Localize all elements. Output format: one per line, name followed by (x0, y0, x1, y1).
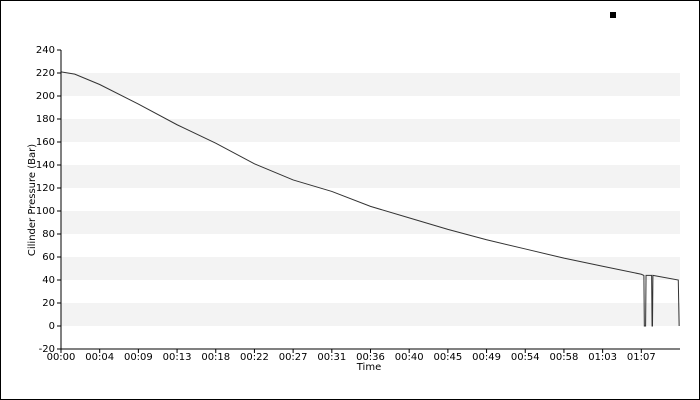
x-tick-label: 00:22 (240, 352, 269, 363)
y-tick-label: 180 (36, 114, 55, 125)
plot (60, 71, 680, 327)
y-tick-label: 160 (36, 137, 55, 148)
x-tick-label: 01:07 (627, 352, 656, 363)
y-tick-label: 0 (49, 321, 55, 332)
y-tick-label: 200 (36, 91, 55, 102)
x-tick-label: 00:27 (279, 352, 308, 363)
band (61, 257, 680, 280)
x-tick-label: 00:49 (472, 352, 501, 363)
x-tick-label: 01:03 (588, 352, 617, 363)
x-axis-label: Time (356, 362, 381, 373)
y-tick-label: 220 (36, 68, 55, 79)
y-tick-label: 140 (36, 160, 55, 171)
band (61, 165, 680, 188)
y-tick-label: 60 (42, 252, 55, 263)
x-tick-label: 00:04 (85, 352, 114, 363)
y-tick-label: 80 (42, 229, 55, 240)
x-tick-label: 00:31 (317, 352, 346, 363)
band (61, 119, 680, 142)
legend-marker (610, 12, 616, 18)
x-tick-label: 00:18 (201, 352, 230, 363)
bands (61, 73, 680, 326)
band (61, 303, 680, 326)
y-tick-label: 100 (36, 206, 55, 217)
y-tick-label: 40 (42, 275, 55, 286)
x-tick-label: 00:54 (511, 352, 540, 363)
x-tick-label: 00:58 (550, 352, 579, 363)
y-tick-label: 120 (36, 183, 55, 194)
data-line (60, 71, 680, 327)
x-tick-label: 00:13 (163, 352, 192, 363)
y-axis-label: Cilinder Pressure (Bar) (27, 144, 38, 256)
x-tick-label: 00:36 (356, 352, 385, 363)
x-tick-label: 00:40 (395, 352, 424, 363)
x-tick-label: 00:00 (47, 352, 76, 363)
y-tick-label: -20 (39, 344, 55, 355)
x-tick-label: 00:09 (124, 352, 153, 363)
x-tick-label: 00:45 (433, 352, 462, 363)
y-tick-label: 20 (42, 298, 55, 309)
y-tick-label: 240 (36, 45, 55, 56)
band (61, 73, 680, 96)
band (61, 211, 680, 234)
